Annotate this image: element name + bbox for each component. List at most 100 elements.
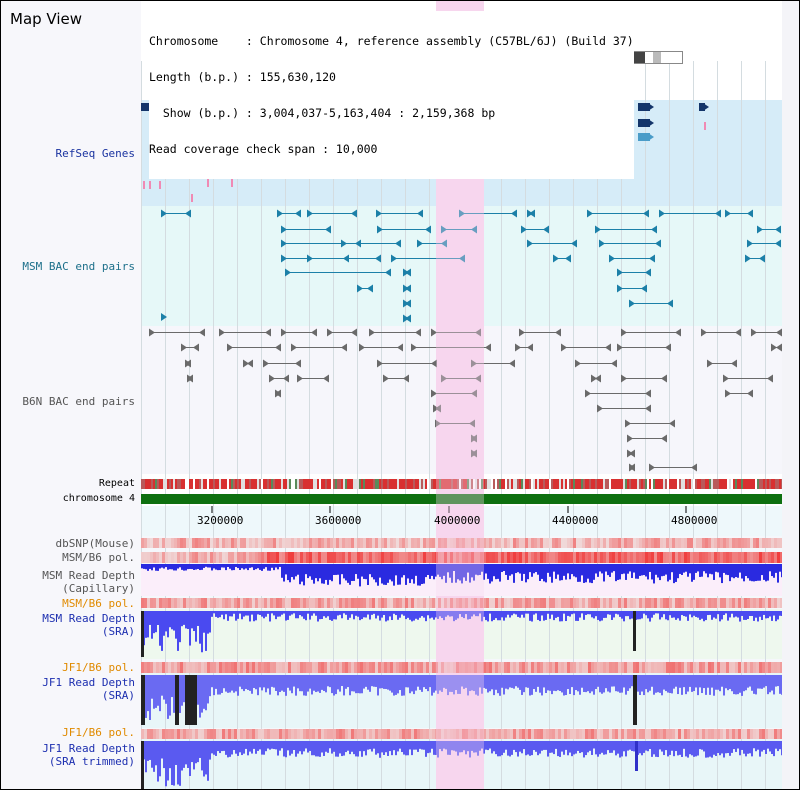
jf1-trim-depth xyxy=(557,741,559,757)
repeat-bar xyxy=(419,479,421,489)
msm-depth-sra-label[interactable]: MSM Read Depth (SRA) xyxy=(42,612,135,638)
msm-depth-capillary-label[interactable]: MSM Read Depth (Capillary) xyxy=(42,569,135,595)
msm-sra-depth xyxy=(357,611,359,617)
msm-capillary-depth xyxy=(301,564,303,582)
msm-bac-label[interactable]: MSM BAC end pairs xyxy=(22,260,135,273)
jf1-trim-depth xyxy=(515,741,517,753)
jf1-trim-depth xyxy=(409,741,411,750)
dbsnp-strip xyxy=(744,538,747,548)
msm-sra-depth xyxy=(547,611,549,614)
msm-b6-pol-strip xyxy=(738,552,741,563)
msm-b6-pol-strip xyxy=(681,552,684,563)
msm-bac-pair-end xyxy=(527,239,533,248)
jf1-sra-depth xyxy=(249,675,251,691)
msm-capillary-depth xyxy=(575,564,577,578)
jf1-b6-pol-strip-2 xyxy=(306,729,309,739)
jf1-depth-trim-label[interactable]: JF1 Read Depth (SRA trimmed) xyxy=(42,742,135,768)
jf1-b6-pol-strip xyxy=(555,662,558,673)
jf1-sra-depth xyxy=(219,675,221,695)
jf1-sra-depth xyxy=(335,675,337,695)
repeat-bar xyxy=(219,479,221,489)
msm-sra-depth xyxy=(305,611,307,621)
msm-sra-depth xyxy=(259,611,261,615)
jf1-trim-depth xyxy=(337,741,339,757)
jf1-sra-depth xyxy=(677,675,679,695)
jf1-trim-depth xyxy=(225,741,227,755)
repeat-bar xyxy=(517,479,519,489)
jf1-b6-pol-strip xyxy=(243,662,246,673)
msm-b6-pol-strip-2 xyxy=(402,598,405,608)
repeat-bar xyxy=(155,479,157,489)
jf1-b6-pol-strip xyxy=(423,662,426,673)
jf1-sra-depth xyxy=(301,675,303,692)
jf1-b6-pol-strip xyxy=(759,662,762,673)
jf1-b6-pol-strip xyxy=(669,662,672,673)
repeat-bar xyxy=(217,479,219,489)
jf1-b6-pol-strip-2 xyxy=(222,729,225,739)
repeat-bar xyxy=(573,479,575,489)
msm-b6-pol-strip-2 xyxy=(645,598,648,608)
repeat-bar xyxy=(329,479,331,489)
msm-b6-pol-strip xyxy=(390,552,393,563)
msm-bac-pair-end xyxy=(357,284,363,293)
refseq-genes-label[interactable]: RefSeq Genes xyxy=(55,147,135,160)
jf1-b6-pol-strip xyxy=(315,662,318,673)
repeat-bar xyxy=(259,479,261,489)
msm-sra-depth xyxy=(621,611,623,619)
jf1-b6-pol-strip xyxy=(705,662,708,673)
repeat-bar xyxy=(559,479,561,489)
msm-b6-pol-strip-2 xyxy=(360,598,363,608)
repeat-bar xyxy=(603,479,605,489)
msm-capillary-depth xyxy=(741,564,743,579)
genome-plot-area[interactable] xyxy=(141,1,782,789)
jf1-b6-pol-strip xyxy=(165,662,168,673)
jf1-b6-pol-strip xyxy=(660,662,663,673)
msm-b6-pol-label-2[interactable]: MSM/B6 pol. xyxy=(62,597,135,610)
repeat-bar xyxy=(349,479,351,489)
dbsnp-label[interactable]: dbSNP(Mouse) xyxy=(55,537,135,550)
jf1-sra-depth xyxy=(515,675,517,687)
b6n-bac-pair-end xyxy=(527,343,533,352)
msm-b6-pol-strip xyxy=(210,552,213,563)
msm-sra-depth xyxy=(757,611,759,622)
msm-capillary-depth xyxy=(455,564,457,583)
ideogram-band xyxy=(633,52,645,63)
msm-b6-pol-strip-2 xyxy=(294,598,297,608)
jf1-b6-pol-strip xyxy=(360,662,363,673)
msm-b6-pol-strip-2 xyxy=(525,598,528,608)
repeat-bar xyxy=(663,479,665,489)
msm-b6-pol-label[interactable]: MSM/B6 pol. xyxy=(62,551,135,564)
repeat-bar xyxy=(635,479,637,489)
msm-capillary-depth xyxy=(731,564,733,578)
msm-capillary-depth xyxy=(735,564,737,578)
jf1-trim-depth xyxy=(465,741,467,755)
dbsnp-strip xyxy=(780,538,782,548)
msm-b6-pol-strip-2 xyxy=(261,598,264,608)
msm-capillary-depth xyxy=(509,564,511,576)
msm-b6-pol-strip-2 xyxy=(459,598,462,608)
jf1-b6-pol-label[interactable]: JF1/B6 pol. xyxy=(62,661,135,674)
msm-b6-pol-strip-2 xyxy=(456,598,459,608)
b6n-bac-pair-end xyxy=(275,389,281,398)
jf1-depth-sra-label[interactable]: JF1 Read Depth (SRA) xyxy=(42,676,135,702)
dbsnp-strip xyxy=(243,538,246,548)
dbsnp-strip xyxy=(639,538,642,548)
dbsnp-strip xyxy=(153,538,156,548)
msm-sra-depth xyxy=(731,611,733,614)
jf1-b6-pol-strip-2 xyxy=(642,729,645,739)
jf1-trim-depth xyxy=(719,741,721,756)
msm-b6-pol-strip-2 xyxy=(168,598,171,608)
msm-sra-depth xyxy=(369,611,371,620)
repeat-bar xyxy=(705,479,707,489)
jf1-sra-depth xyxy=(289,675,291,691)
repeat-bar xyxy=(519,479,521,489)
msm-capillary-depth xyxy=(163,564,165,569)
b6n-bac-label[interactable]: B6N BAC end pairs xyxy=(22,395,135,408)
msm-capillary-depth xyxy=(275,564,277,568)
dbsnp-strip xyxy=(462,538,465,548)
jf1-b6-pol-strip xyxy=(648,662,651,673)
msm-capillary-depth xyxy=(563,564,565,576)
msm-capillary-depth xyxy=(351,564,353,582)
repeat-bar xyxy=(553,479,555,489)
jf1-b6-pol-label-2[interactable]: JF1/B6 pol. xyxy=(62,726,135,739)
